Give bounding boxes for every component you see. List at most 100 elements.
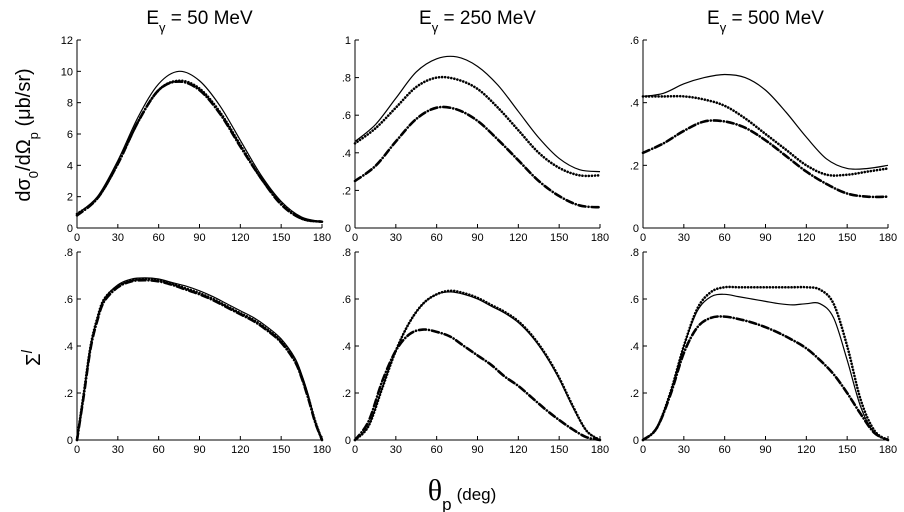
y-tick-label: .4 [342,341,351,353]
panel-title: Eγ = 50 MeV [146,8,253,35]
y-label-unit: (μb/sr) [13,68,35,132]
series-dash-dot-line [75,278,324,442]
x-tick-label: 90 [759,232,771,244]
x-tick-label: 150 [550,232,568,244]
y-tick-label: 0 [345,223,351,235]
panel-6: 0 .2 .4 .6 .8 0 30 60 90 120 150 180 [630,247,897,456]
y-tick-label: .6 [64,294,73,306]
y-tick-label: 0 [633,223,639,235]
x-tick-label: 60 [719,444,731,456]
x-tick-label: 120 [509,232,527,244]
x-tick-label: 60 [719,232,731,244]
series-dotted-line [353,289,602,442]
x-tick-label: 120 [509,444,527,456]
x-label-unit: (deg) [457,485,497,504]
x-tick-label: 180 [313,232,331,244]
y-axis-label-asymmetry: Σl [19,349,46,365]
x-tick-label: 120 [231,444,249,456]
x-tick-label: 60 [431,444,443,456]
x-tick-label: 90 [193,444,205,456]
y-tick-label: .2 [342,185,351,197]
x-tick-label: 30 [678,444,690,456]
y-tick-label: .6 [342,110,351,122]
series-solid-line [642,73,889,170]
series-solid-line [76,70,323,223]
y-tick-label: .2 [630,388,639,400]
x-tick-label: 0 [640,444,646,456]
x-tick-label: 150 [550,444,568,456]
x-tick-label: 180 [879,444,897,456]
y-label-sigma: Σ [23,353,45,365]
x-tick-label: 0 [640,232,646,244]
x-label-theta: θ [428,474,442,507]
y-tick-label: .6 [630,294,639,306]
x-tick-label: 120 [797,232,815,244]
x-tick-label: 0 [74,444,80,456]
title-sub: γ [432,20,439,35]
x-tick-label: 30 [112,232,124,244]
x-tick-label: 120 [797,444,815,456]
y-label-sub-1: 0 [26,171,41,178]
x-tick-label: 90 [193,232,205,244]
x-tick-label: 30 [390,444,402,456]
series-solid-line [76,277,323,441]
x-tick-label: 150 [272,444,290,456]
x-tick-label: 90 [471,232,483,244]
y-tick-label: .2 [342,388,351,400]
x-tick-label: 90 [759,444,771,456]
series-dotted-line [75,79,324,224]
panel-title: Eγ = 500 MeV [707,8,824,35]
title-base: E [419,8,432,29]
panel-5: 0 .2 .4 .6 .8 0 30 60 90 120 150 180 [342,247,609,456]
y-tick-label: 1 [345,35,351,47]
series-dash-dot-line [353,328,602,442]
series-dash-dot-line [641,315,890,442]
y-tick-label: 0 [67,435,73,447]
y-tick-label: .8 [630,247,639,259]
y-tick-label: .2 [630,160,639,172]
y-tick-label: 4 [67,160,73,172]
y-label-part-1: dσ [13,178,35,202]
x-tick-label: 150 [272,232,290,244]
x-tick-label: 180 [591,232,609,244]
y-tick-label: .2 [64,388,73,400]
panel-title: Eγ = 250 MeV [419,8,536,35]
series-dotted-line [353,75,602,178]
y-tick-label: .4 [630,341,639,353]
x-tick-label: 150 [838,232,856,244]
x-tick-label: 0 [74,232,80,244]
title-sub: γ [720,20,727,35]
title-rest: = 50 MeV [166,8,253,29]
x-tick-label: 180 [879,232,897,244]
y-tick-label: 8 [67,98,73,110]
y-tick-label: .4 [630,98,639,110]
y-label-sub-2: p [26,132,41,139]
y-tick-label: 0 [345,435,351,447]
title-rest: = 250 MeV [438,8,536,29]
x-tick-label: 0 [352,444,358,456]
series-solid-line [354,55,601,173]
y-tick-label: .8 [342,247,351,259]
panel-2: 0 .2 .4 .6 .8 1 0 30 60 90 120 150 180 Eγ = 250 MeV [342,8,609,244]
series-dotted-line [75,277,324,442]
y-tick-label: .6 [630,35,639,47]
title-base: E [146,8,159,29]
x-tick-label: 30 [678,232,690,244]
y-tick-label: .8 [64,247,73,259]
series-dash-dot-line [353,105,602,209]
y-axis-label-cross-section: dσ0/dΩp (μb/sr) [13,68,41,201]
x-axis-label: θp (deg) [428,474,497,512]
y-tick-label: .8 [342,73,351,85]
x-tick-label: 150 [838,444,856,456]
series-dash-dot-line [75,80,324,224]
y-tick-label: 0 [633,435,639,447]
x-tick-label: 60 [153,232,165,244]
x-tick-label: 180 [591,444,609,456]
y-tick-label: 12 [61,35,73,47]
y-tick-label: 10 [61,66,73,78]
series-dotted-line [641,94,890,177]
series-dash-dot-line [641,119,890,199]
